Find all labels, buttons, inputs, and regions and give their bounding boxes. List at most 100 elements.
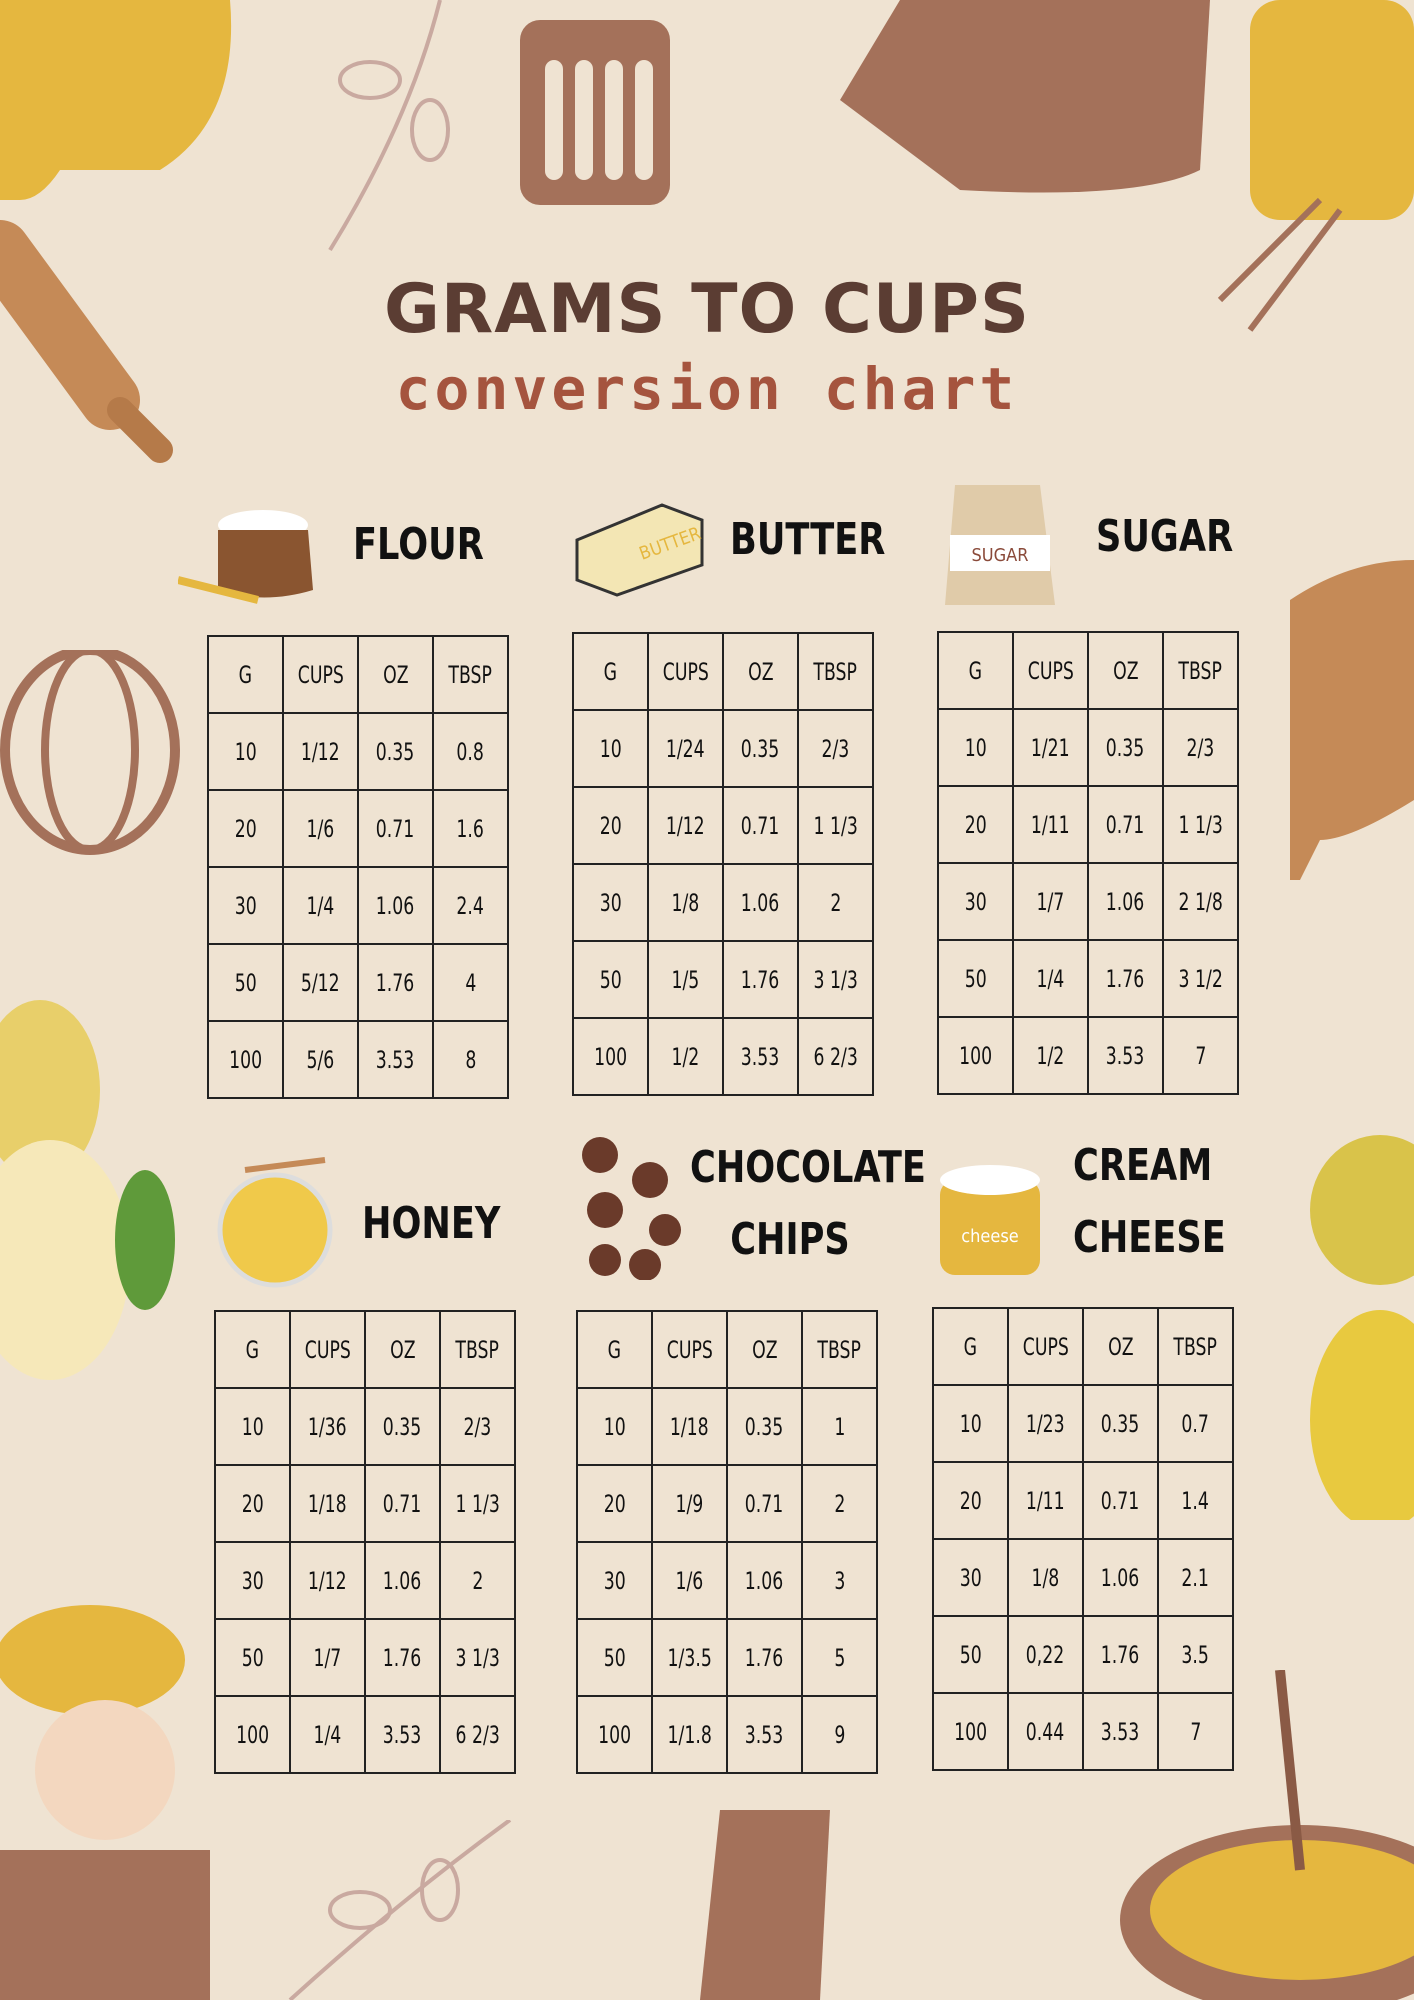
cell-value: 0.8 <box>456 737 485 766</box>
table-cell: 0.35 <box>722 709 799 788</box>
cell-value: 0,22 <box>1026 1640 1065 1669</box>
cell-value: 2 <box>833 1489 845 1518</box>
table-cell: 7 <box>1157 1692 1234 1771</box>
table-cell: 2/3 <box>797 709 874 788</box>
pear-right-icon <box>1310 1135 1414 1520</box>
cell-value: 1/12 <box>308 1566 347 1595</box>
table-cell: 1.6 <box>432 789 509 868</box>
cell-value: 1/2 <box>671 1042 700 1071</box>
column-header: CUPS <box>282 635 359 714</box>
table-cell: 1/8 <box>647 863 724 942</box>
table-row: 10 1/36 0.35 2/3 <box>214 1387 516 1466</box>
table-cell: 50 <box>937 939 1014 1018</box>
page-title: GRAMS TO CUPS <box>384 270 1030 349</box>
cell-value: 6 2/3 <box>455 1720 500 1749</box>
column-header: G <box>214 1310 291 1389</box>
table-cell: 20 <box>572 786 649 865</box>
cheese-label-text: cheese <box>961 1226 1019 1247</box>
table-cell: 1/3.5 <box>651 1618 728 1697</box>
header-row: G CUPS OZ TBSP <box>932 1307 1234 1386</box>
column-header-text: TBSP <box>1173 1332 1218 1361</box>
column-header: OZ <box>726 1310 803 1389</box>
column-header-text: G <box>603 657 618 686</box>
table-cell: 1.76 <box>1087 939 1164 1018</box>
leaf-branch-icon <box>328 0 450 252</box>
cell-value: 1/23 <box>1026 1409 1065 1438</box>
cell-value: 0.35 <box>741 734 780 763</box>
mixer-icon <box>1217 0 1414 332</box>
table-cell: 20 <box>937 785 1014 864</box>
cell-value: 0.71 <box>741 811 780 840</box>
cell-value: 2/3 <box>1186 733 1215 762</box>
cell-value: 1.06 <box>383 1566 422 1595</box>
spatula-icon <box>520 20 670 205</box>
column-header: TBSP <box>432 635 509 714</box>
cell-value: 0.7 <box>1181 1409 1210 1438</box>
cell-value: 30 <box>603 1566 626 1595</box>
table-cell: 2.1 <box>1157 1538 1234 1617</box>
column-header: OZ <box>1087 631 1164 710</box>
cell-value: 1.06 <box>1101 1563 1140 1592</box>
cell-value: 1/7 <box>313 1643 342 1672</box>
cell-value: 1.6 <box>456 814 485 843</box>
table-cell: 1.76 <box>1082 1615 1159 1694</box>
table-cell: 1/23 <box>1007 1384 1084 1463</box>
table-cell: 20 <box>932 1461 1009 1540</box>
cell-value: 7 <box>1194 1041 1206 1070</box>
cell-value: 1 1/3 <box>1178 810 1223 839</box>
cell-value: 2.1 <box>1181 1563 1210 1592</box>
cell-value: 0.35 <box>1106 733 1145 762</box>
column-header-text: OZ <box>747 657 774 686</box>
column-header-text: CUPS <box>1022 1332 1069 1361</box>
column-header: TBSP <box>797 632 874 711</box>
table-cell: 1/1.8 <box>651 1695 728 1774</box>
table-cell: 0.71 <box>357 789 434 868</box>
cell-value: 1/36 <box>308 1412 347 1441</box>
cell-value: 3 1/3 <box>455 1643 500 1672</box>
column-header: CUPS <box>647 632 724 711</box>
cell-value: 0.35 <box>383 1412 422 1441</box>
cell-value: 50 <box>234 968 257 997</box>
cell-value: 1.4 <box>1181 1486 1210 1515</box>
table-cell: 1/12 <box>647 786 724 865</box>
table-row: 20 1/9 0.71 2 <box>576 1464 878 1543</box>
table-row: 50 1/5 1.76 3 1/3 <box>572 940 874 1019</box>
pear-icon <box>0 1000 175 1380</box>
column-header: G <box>572 632 649 711</box>
table-cell: 2.4 <box>432 866 509 945</box>
table-cell: 2 <box>797 863 874 942</box>
cell-value: 0.35 <box>745 1412 784 1441</box>
table-cell: 50 <box>932 1615 1009 1694</box>
cell-value: 1/9 <box>675 1489 704 1518</box>
column-header-text: G <box>968 656 983 685</box>
table-cell: 1.4 <box>1157 1461 1234 1540</box>
table-cell: 100 <box>207 1020 284 1099</box>
cell-value: 9 <box>833 1720 845 1749</box>
cell-value: 10 <box>599 734 622 763</box>
table-cell: 1.06 <box>1087 862 1164 941</box>
table-cell: 20 <box>207 789 284 868</box>
table-cell: 1/2 <box>1012 1016 1089 1095</box>
flour-table: G CUPS OZ TBSP 10 1/12 0.35 0.8 20 1/6 0.71 1.6 30 1/… <box>207 635 509 1099</box>
cell-value: 1/11 <box>1031 810 1070 839</box>
cell-value: 1.06 <box>1106 887 1145 916</box>
table-cell: 1/4 <box>1012 939 1089 1018</box>
cell-value: 1.76 <box>1106 964 1145 993</box>
cell-value: 0.44 <box>1026 1717 1065 1746</box>
column-header-text: OZ <box>1112 656 1139 685</box>
table-row: 30 1/12 1.06 2 <box>214 1541 516 1620</box>
table-cell: 4 <box>432 943 509 1022</box>
butter-table: G CUPS OZ TBSP 10 1/24 0.35 2/3 20 1/12 0.71 1 1/3 3… <box>572 632 874 1096</box>
chef-icon <box>0 1605 210 2000</box>
column-header: TBSP <box>801 1310 878 1389</box>
column-header: TBSP <box>1157 1307 1234 1386</box>
cell-value: 1 1/3 <box>455 1489 500 1518</box>
column-header-text: TBSP <box>817 1335 862 1364</box>
table-cell: 10 <box>932 1384 1009 1463</box>
column-header: CUPS <box>1007 1307 1084 1386</box>
cell-value: 2/3 <box>821 734 850 763</box>
cutting-board-icon <box>1290 560 1414 880</box>
cream-cheese-icon: cheese <box>940 1165 1040 1275</box>
column-header-text: CUPS <box>666 1335 713 1364</box>
section-title-butter: BUTTER <box>730 514 886 565</box>
